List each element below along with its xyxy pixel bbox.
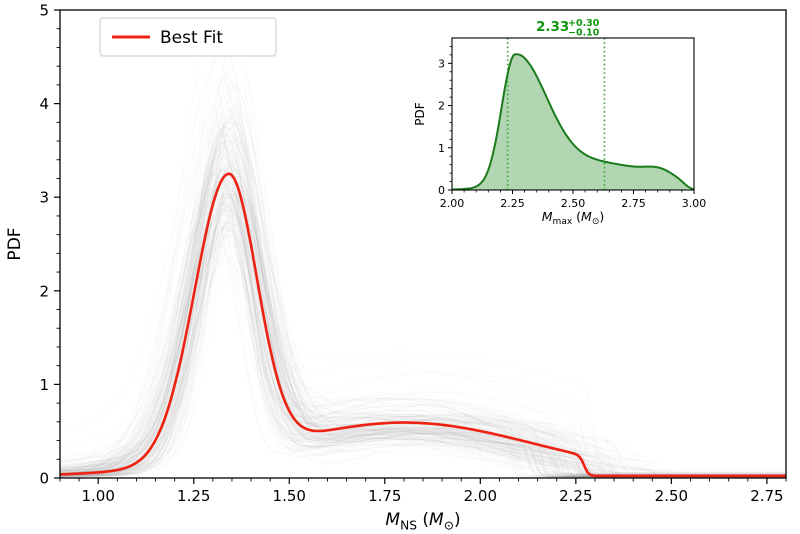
posterior-sample-curve bbox=[60, 192, 786, 478]
x-tick-label: 1.50 bbox=[273, 487, 306, 505]
inset-background bbox=[452, 38, 694, 190]
legend-box bbox=[99, 17, 277, 57]
posterior-sample-curve bbox=[60, 135, 786, 475]
x-axis-label: MNS (M⊙) bbox=[385, 510, 460, 530]
y-axis-label: PDF bbox=[5, 227, 25, 260]
y-tick-label: 1 bbox=[39, 376, 49, 394]
inset-x-tick-label: 2.50 bbox=[561, 197, 586, 210]
x-tick-label: 2.75 bbox=[750, 487, 783, 505]
posterior-sample-curve bbox=[60, 188, 786, 474]
posterior-sample-curve bbox=[60, 100, 786, 470]
posterior-sample-curve bbox=[60, 182, 786, 477]
best-fit-curve bbox=[60, 172, 786, 478]
main-axis-ticks: 1.00 1.25 1.50 1.75 2.00 2.25 2.50 2.75 0 1 2 3 4 5 bbox=[39, 2, 787, 505]
annotation-lower-error: −0.10 bbox=[568, 28, 600, 39]
annotation-upper-error: +0.30 bbox=[568, 18, 600, 29]
posterior-sample-curve bbox=[60, 142, 786, 476]
x-tick-label: 1.25 bbox=[177, 487, 210, 505]
posterior-sample-curve bbox=[60, 171, 786, 475]
legend: Best Fit bbox=[99, 17, 277, 57]
posterior-sample-curve bbox=[60, 222, 786, 478]
posterior-sample-curve bbox=[60, 187, 786, 475]
inset-x-tick-label: 2.00 bbox=[440, 197, 465, 210]
x-tick-label: 2.50 bbox=[655, 487, 688, 505]
inset-y-tick-label: 1 bbox=[438, 142, 445, 155]
posterior-sample-curve bbox=[60, 173, 786, 476]
inset-axis-ticks: 2.00 2.25 2.50 2.75 3.00 0 1 2 3 bbox=[438, 46, 706, 210]
inset-x-tick-label: 2.75 bbox=[621, 197, 646, 210]
inset-x-tick-label: 3.00 bbox=[682, 197, 707, 210]
inset-y-tick-label: 3 bbox=[438, 57, 445, 70]
y-tick-label: 4 bbox=[39, 95, 49, 113]
x-tick-label: 1.00 bbox=[82, 487, 115, 505]
inset-x-axis-label: Mmax (M⊙) bbox=[542, 209, 605, 227]
inset-pdf-curve bbox=[451, 53, 695, 191]
posterior-sample-curve bbox=[60, 137, 786, 475]
annotation-value: 2.33 bbox=[536, 19, 569, 35]
inset-y-tick-label: 2 bbox=[438, 100, 445, 113]
posterior-sample-curve bbox=[60, 168, 786, 476]
y-tick-label: 5 bbox=[39, 2, 49, 20]
posterior-sample-curve bbox=[60, 181, 786, 475]
x-tick-label: 2.00 bbox=[464, 487, 497, 505]
posterior-sample-curve bbox=[60, 169, 786, 475]
inset-x-tick-label: 2.25 bbox=[500, 197, 525, 210]
posterior-sample-curve bbox=[60, 158, 786, 476]
posterior-sample-curve bbox=[60, 194, 786, 475]
posterior-sample-curve bbox=[60, 165, 786, 474]
y-tick-label: 3 bbox=[39, 189, 49, 207]
posterior-sample-curve bbox=[60, 160, 786, 475]
posterior-sample-curve bbox=[60, 37, 786, 475]
posterior-sample-curve bbox=[60, 166, 786, 473]
inset-axes: 2.00 2.25 2.50 2.75 3.00 0 1 2 3 Mmax (M⊙) PDF 2.33… bbox=[413, 18, 706, 227]
legend-label: Best Fit bbox=[160, 28, 223, 48]
posterior-sample-curve bbox=[60, 186, 786, 474]
inset-y-axis-label: PDF bbox=[413, 102, 427, 125]
mmax-annotation: 2.33+0.30−0.10 bbox=[536, 18, 600, 39]
x-tick-label: 2.25 bbox=[559, 487, 592, 505]
x-tick-label: 1.75 bbox=[368, 487, 401, 505]
y-tick-label: 2 bbox=[39, 282, 49, 300]
inset-y-tick-label: 0 bbox=[438, 184, 445, 197]
y-tick-label: 0 bbox=[39, 470, 49, 488]
inset-pdf-fill bbox=[452, 54, 694, 191]
posterior-sample-curve bbox=[60, 174, 786, 474]
